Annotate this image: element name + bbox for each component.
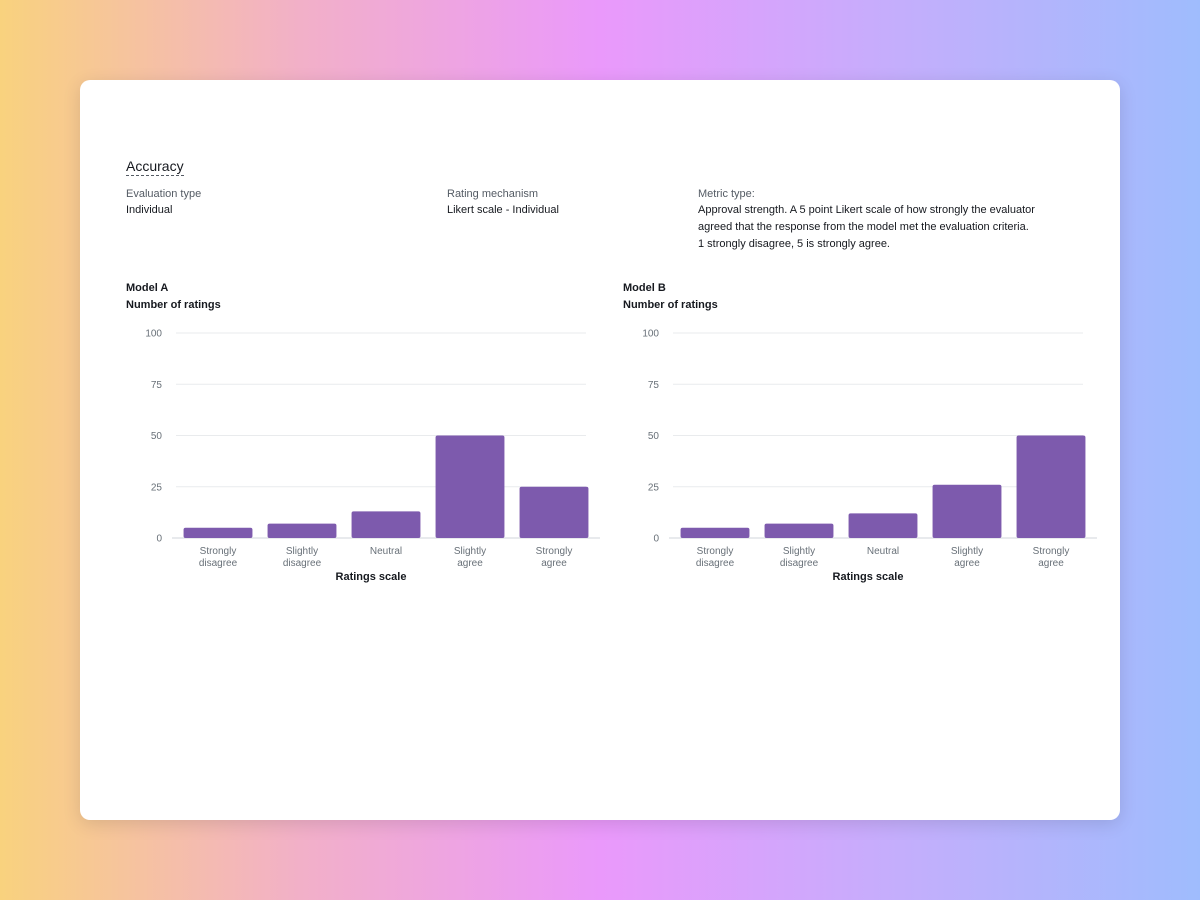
bar-chart-model-a: 0 25 50 75 100 Strongly disagree Slightly disagr… — [145, 329, 600, 583]
metric-type-description: Approval strength. A 5 point Likert scal… — [698, 202, 1035, 253]
x-tick-label: Strongly disagree — [199, 546, 238, 569]
y-tick-label: 100 — [642, 329, 659, 340]
rating-mechanism-label: Rating mechanism — [447, 188, 539, 200]
x-tick-label: Slightly disagree — [780, 546, 819, 569]
chart-y-axis-title: Number of ratings — [126, 299, 221, 311]
bar-chart-model-b: 0 25 50 75 100 Strongly disagree Slightly disagr… — [642, 329, 1097, 583]
section-title-accuracy[interactable]: Accuracy — [126, 158, 184, 176]
y-tick-label: 0 — [653, 534, 659, 545]
chart-header-model-b: Model B Number of ratings — [623, 280, 718, 314]
bar — [764, 523, 834, 538]
x-axis-title: Ratings scale — [833, 571, 904, 583]
y-tick-label: 75 — [151, 380, 163, 391]
y-tick-label: 25 — [151, 482, 163, 493]
chart-y-axis-title: Number of ratings — [623, 299, 718, 311]
metric-type-label: Metric type: — [698, 188, 755, 200]
y-tick-label: 50 — [151, 431, 163, 442]
bar — [932, 484, 1002, 538]
x-tick-label: Neutral — [867, 546, 899, 557]
x-tick-label: Neutral — [370, 546, 402, 557]
x-tick-label: Strongly agree — [1033, 546, 1070, 569]
x-tick-label: Slightly agree — [454, 546, 486, 569]
bar — [351, 511, 421, 538]
x-tick-label: Strongly agree — [536, 546, 573, 569]
y-tick-label: 50 — [648, 431, 660, 442]
bar — [848, 513, 918, 538]
chart-title: Model B — [623, 282, 666, 294]
x-tick-label: Slightly disagree — [283, 546, 322, 569]
bar — [1016, 435, 1086, 538]
y-tick-label: 100 — [145, 329, 162, 340]
evaluation-type-label: Evaluation type — [126, 188, 202, 200]
rating-mechanism-value: Likert scale - Individual — [447, 204, 559, 216]
y-tick-label: 75 — [648, 380, 660, 391]
metric-type-line: 1 strongly disagree, 5 is strongly agree… — [698, 238, 890, 250]
chart-header-model-a: Model A Number of ratings — [126, 280, 221, 314]
metric-type-line: agreed that the response from the model … — [698, 221, 1029, 233]
evaluation-type-value: Individual — [126, 204, 173, 216]
bar — [435, 435, 505, 538]
bar — [267, 523, 337, 538]
chart-title: Model A — [126, 282, 169, 294]
y-tick-label: 25 — [648, 482, 660, 493]
y-tick-label: 0 — [156, 534, 162, 545]
x-axis-title: Ratings scale — [336, 571, 407, 583]
bar — [519, 486, 589, 538]
metric-type-line: Approval strength. A 5 point Likert scal… — [698, 204, 1035, 216]
bar — [183, 527, 253, 538]
x-tick-label: Strongly disagree — [696, 546, 735, 569]
evaluation-card: Accuracy Evaluation type Individual Rati… — [80, 80, 1120, 820]
x-tick-label: Slightly agree — [951, 546, 983, 569]
bar — [680, 527, 750, 538]
